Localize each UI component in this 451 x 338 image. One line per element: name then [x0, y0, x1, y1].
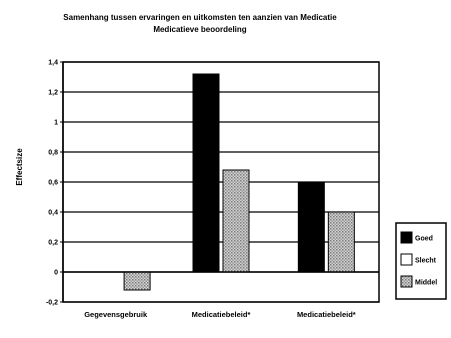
y-tick-label: 0: [54, 270, 58, 277]
legend-swatch: [401, 254, 412, 265]
chart-title: Samenhang tussen ervaringen en uitkomste…: [63, 13, 337, 22]
y-axis-label: Effectsize: [15, 148, 24, 186]
legend-label: Goed: [415, 236, 433, 243]
x-tick-label: Medicatiebeleid*: [297, 310, 356, 319]
chart-subtitle: Medicatieve beoordeling: [153, 25, 246, 34]
bar-middel: [328, 212, 354, 272]
legend-label: Middel: [415, 280, 437, 287]
y-tick-label: 0,8: [48, 150, 58, 157]
y-tick-label: 0,2: [48, 240, 58, 247]
y-tick-label: 0,6: [48, 180, 58, 187]
legend-label: Slecht: [415, 258, 437, 265]
legend-swatch: [401, 276, 412, 287]
bar-goed: [193, 74, 219, 272]
x-tick-label: Gegevensgebruik: [84, 310, 148, 319]
y-tick-label: 1,2: [48, 90, 58, 97]
legend-swatch: [401, 232, 412, 243]
y-tick-label: -0,2: [46, 300, 58, 307]
bar-goed: [298, 182, 324, 272]
x-tick-label: Medicatiebeleid*: [192, 310, 251, 319]
y-tick-label: 1: [54, 120, 58, 127]
bar-middel: [223, 170, 249, 272]
y-tick-label: 1,4: [48, 60, 58, 67]
y-tick-label: 0,4: [48, 210, 58, 217]
bar-middel: [124, 272, 150, 290]
